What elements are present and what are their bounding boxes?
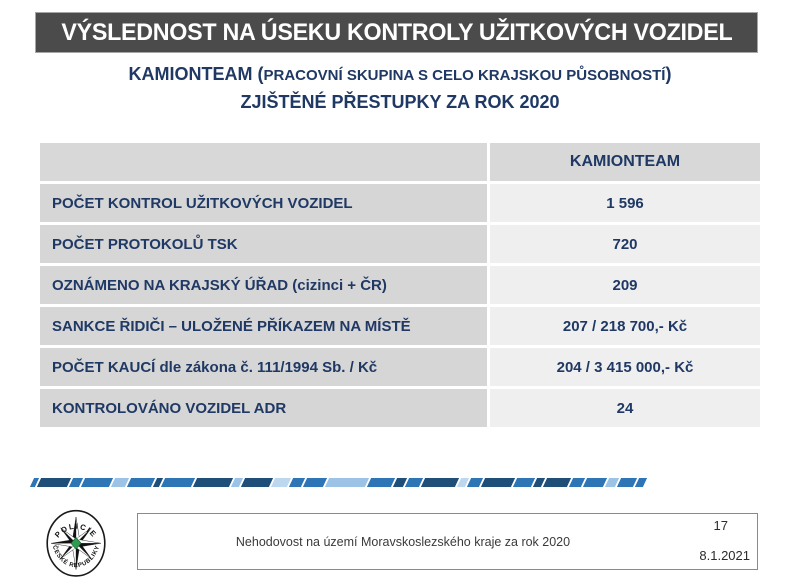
stripe-segment (302, 478, 328, 487)
footer-date: 8.1.2021 (699, 548, 750, 563)
page-number: 17 (713, 518, 728, 533)
stripe-segment (240, 478, 274, 487)
title-bar: VÝSLEDNOST NA ÚSEKU KONTROLY UŽITKOVÝCH … (35, 12, 758, 53)
stripe-segment (324, 478, 370, 487)
stripe-segment (512, 478, 536, 487)
stripe-segment (634, 478, 648, 487)
police-logo: POLICIE ČESKÉ REPUBLIKY (46, 509, 106, 577)
stripe-segment (192, 478, 234, 487)
footer-caption: Nehodovost na území Moravskoslezského kr… (235, 534, 571, 549)
stripe-segment (80, 478, 114, 487)
table-row-label: POČET KONTROL UŽITKOVÝCH VOZIDEL (40, 184, 487, 222)
stripe-segment (616, 478, 638, 487)
table-header-empty-cell (40, 143, 487, 181)
stripe-segment (36, 478, 72, 487)
table-row-value: 720 (490, 225, 760, 263)
table-row-label: SANKCE ŘIDIČI – ULOŽENÉ PŘÍKAZEM NA MÍST… (40, 307, 487, 345)
stripe-segment (582, 478, 608, 487)
table-row-value: 24 (490, 389, 760, 427)
table-column-header: KAMIONTEAM (490, 143, 760, 181)
stripe-segment (160, 478, 196, 487)
stripe-segment (270, 478, 292, 487)
page-title: VÝSLEDNOST NA ÚSEKU KONTROLY UŽITKOVÝCH … (61, 18, 732, 46)
logo-green-diamond (70, 537, 82, 550)
decorative-stripe (29, 478, 648, 487)
table-row-label: KONTROLOVÁNO VOZIDEL ADR (40, 389, 487, 427)
results-table: KAMIONTEAM POČET KONTROL UŽITKOVÝCH VOZI… (40, 143, 760, 427)
table-row-value: 204 / 3 415 000,- Kč (490, 348, 760, 386)
subtitle-line-1: KAMIONTEAM (PRACOVNÍ SKUPINA S CELO KRAJ… (0, 61, 800, 89)
table-row-label: POČET KAUCÍ dle zákona č. 111/1994 Sb. /… (40, 348, 487, 386)
subtitle-parenthetical: PRACOVNÍ SKUPINA S CELO KRAJSKOU PŮSOBNO… (263, 67, 666, 84)
stripe-segment (126, 478, 156, 487)
subtitle-close-paren: ) (665, 64, 672, 84)
table-row-value: 209 (490, 266, 760, 304)
subtitle-lead: KAMIONTEAM ( (128, 64, 264, 84)
footer-box: Nehodovost na území Moravskoslezského kr… (137, 513, 758, 570)
stripe-segment (542, 478, 572, 487)
table-row-value: 207 / 218 700,- Kč (490, 307, 760, 345)
table-row-label: POČET PROTOKOLŮ TSK (40, 225, 487, 263)
stripe-segment (420, 478, 460, 487)
stripe-segment (366, 478, 396, 487)
subtitle: KAMIONTEAM (PRACOVNÍ SKUPINA S CELO KRAJ… (0, 61, 800, 116)
table-row-label: OZNÁMENO NA KRAJSKÝ ÚŘAD (cizinci + ČR) (40, 266, 487, 304)
subtitle-line-2: ZJIŠTĚNÉ PŘESTUPKY ZA ROK 2020 (240, 92, 560, 112)
stripe-segment (480, 478, 516, 487)
table-row-value: 1 596 (490, 184, 760, 222)
